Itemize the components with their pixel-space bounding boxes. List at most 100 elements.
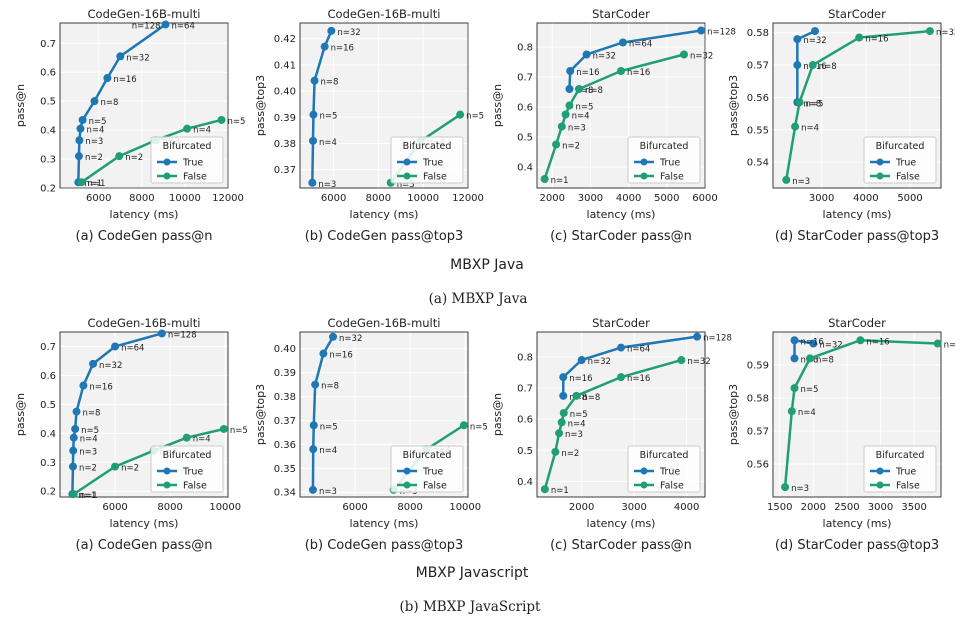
data-point-true (308, 178, 317, 187)
point-label: n=8 (321, 382, 339, 392)
y-tick-label: 0.7 (40, 39, 56, 50)
point-label: n=16 (627, 374, 650, 384)
panel-caption: (d) StarCoder pass@top3 (775, 538, 939, 553)
group-caption: (a) MBXP Java (429, 291, 528, 307)
y-axis-label: pass@n (491, 393, 504, 436)
legend-swatch-marker (876, 467, 884, 475)
panel-caption: (b) CodeGen pass@top3 (305, 538, 464, 553)
y-axis-label: pass@top3 (254, 75, 267, 136)
legend: Bifurcated True False (150, 445, 224, 493)
data-point-false (925, 27, 934, 36)
legend-swatch-marker (640, 481, 648, 489)
data-point-true (69, 433, 78, 442)
y-tick-label: 0.3 (40, 458, 56, 469)
panel-4: 3000 4000 5000 0.54 0.55 0.56 0.57 0.58 StarCode… (727, 7, 955, 244)
point-label: n=128 (168, 330, 197, 340)
x-axis-label: latency (ms) (110, 208, 179, 221)
data-point-false (182, 433, 191, 442)
point-label: n=8 (321, 78, 339, 88)
x-tick-label: 6000 (86, 193, 111, 204)
point-label: n=2 (85, 153, 103, 163)
point-label: n=128 (703, 334, 732, 344)
point-label: n=1 (88, 179, 106, 189)
x-tick-label: 6000 (692, 193, 717, 204)
data-point-true (566, 67, 575, 75)
data-point-true (790, 354, 799, 363)
legend-swatch-marker (403, 467, 411, 475)
legend: Bifurcated True False (627, 445, 701, 493)
legend: Bifurcated True False (863, 136, 937, 184)
y-tick-label: 0.54 (747, 158, 769, 169)
data-point-false (617, 67, 625, 75)
x-tick-label: 5000 (654, 193, 679, 204)
x-tick-label: 4000 (674, 502, 699, 513)
x-tick-label: 6000 (342, 502, 367, 513)
data-point-true (308, 485, 317, 494)
data-point-true (329, 332, 338, 341)
x-axis-label: latency (ms) (110, 517, 179, 530)
x-tick-label: 10000 (169, 193, 201, 204)
data-point-false (790, 384, 799, 393)
point-label: n=5 (89, 117, 107, 127)
point-label: n=3 (568, 124, 586, 134)
data-point-false (557, 418, 566, 427)
y-tick-label: 0.2 (40, 184, 56, 195)
series-line-false (785, 29, 931, 181)
x-tick-label: 8000 (397, 502, 422, 513)
point-label: n=16 (576, 68, 599, 78)
legend: Bifurcated True False (863, 445, 937, 493)
y-tick-label: 0.4 (40, 126, 56, 137)
point-label: n=4 (801, 124, 819, 134)
y-tick-label: 0.7 (517, 384, 533, 395)
point-label: n=16 (329, 351, 352, 361)
x-tick-label: 2000 (540, 193, 565, 204)
legend-swatch-marker (640, 467, 648, 475)
y-tick-label: 0.4 (40, 429, 56, 440)
y-tick-label: 0.39 (274, 368, 296, 379)
data-point-true (308, 136, 317, 145)
x-tick-label: 8000 (129, 193, 154, 204)
point-label: n=128 (132, 21, 161, 31)
plot-frame (536, 331, 706, 498)
group-title: MBXP Javascript (416, 565, 529, 581)
y-tick-label: 0.38 (274, 392, 296, 403)
point-label: n=4 (193, 435, 211, 445)
point-label: n=4 (572, 112, 590, 122)
panel-8: 1500 2000 2500 3000 3500 0.56 0.57 0.58 0.59 Star… (727, 316, 955, 553)
panel-caption: (a) CodeGen pass@n (76, 229, 213, 244)
y-tick-label: 0.6 (517, 415, 533, 426)
point-label: n=5 (81, 426, 99, 436)
legend-label: True (659, 158, 680, 169)
data-point-false (617, 373, 625, 382)
point-label: n=2 (561, 449, 579, 459)
y-axis-label: pass@top3 (727, 75, 740, 136)
y-tick-label: 0.41 (274, 60, 296, 71)
plot-frame (59, 331, 229, 498)
point-label: n=16 (113, 75, 136, 85)
point-label: n=32 (944, 341, 955, 351)
point-label: n=3 (319, 487, 337, 497)
point-label: n=16 (866, 337, 889, 347)
point-label: n=1 (84, 179, 102, 189)
point-label: n=32 (339, 334, 362, 344)
point-label: n=1 (80, 491, 98, 501)
point-label: n=32 (588, 357, 611, 367)
legend-label: True (895, 158, 916, 169)
point-label: n=4 (319, 138, 337, 148)
data-point-false (855, 33, 864, 42)
data-point-true (309, 110, 318, 119)
point-label: n=8 (100, 98, 118, 108)
data-point-true (68, 462, 77, 471)
legend-title: Bifurcated (876, 450, 925, 461)
point-label: n=128 (707, 28, 736, 38)
x-tick-label: 10000 (407, 193, 439, 204)
plot-frame (59, 22, 229, 189)
x-tick-label: 3500 (901, 502, 926, 513)
data-point-true (790, 336, 799, 345)
legend: Bifurcated True False (627, 136, 701, 184)
data-point-true (103, 74, 112, 82)
legend: Bifurcated True False (390, 136, 464, 184)
x-tick-label: 6000 (321, 193, 346, 204)
panel-5: 6000 8000 10000 0.2 0.3 0.4 0.5 0.6 0.7 CodeGen-1… (14, 316, 248, 553)
legend-label: False (423, 172, 447, 183)
